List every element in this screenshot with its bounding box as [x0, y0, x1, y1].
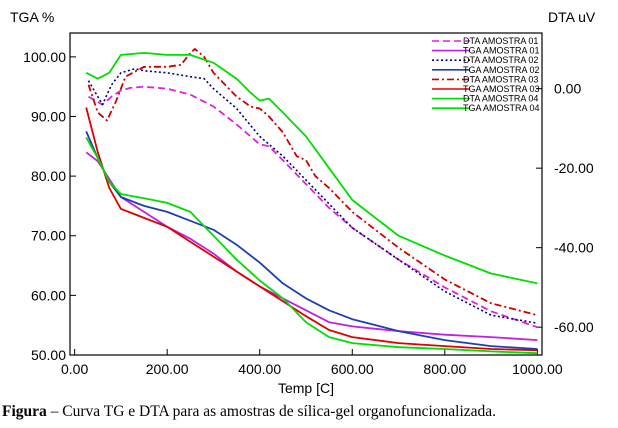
y-left-tick-label: 100.00 — [23, 49, 66, 65]
legend-label: TGA AMOSTRA 04 — [463, 103, 540, 113]
legend-label: DTA AMOSTRA 02 — [463, 55, 538, 65]
x-tick-label: 1000.00 — [512, 361, 563, 377]
plot-frame — [69, 32, 543, 356]
series-line-tga-amostra-04 — [85, 136, 538, 355]
y-left-axis-label: TGA % — [10, 9, 54, 25]
x-tick-label: 200.00 — [146, 361, 189, 377]
y-right-axis-label: DTA uV — [548, 9, 596, 25]
series-line-dta-amostra-04 — [85, 52, 538, 285]
x-tick-label: 800.00 — [423, 361, 466, 377]
series-line-tga-amostra-03 — [85, 107, 538, 352]
series-line-dta-amostra-03 — [87, 48, 538, 317]
x-tick-label: 400.00 — [238, 361, 281, 377]
legend-label: TGA AMOSTRA 03 — [463, 84, 540, 94]
y-right-tick-label: 0.00 — [554, 81, 581, 97]
legend-label: TGA AMOSTRA 01 — [463, 46, 540, 56]
legend-label: DTA AMOSTRA 04 — [463, 94, 538, 104]
series-line-tga-amostra-02 — [85, 131, 538, 350]
y-right-tick-label: -40.00 — [554, 240, 594, 256]
figure-caption: Figura – Curva TG e DTA para as amostras… — [0, 403, 618, 421]
tga-dta-chart: 0.00 200.00 400.00 600.00 800.00 1000.00 50.00… — [10, 9, 596, 396]
y-left-tick-label: 90.00 — [31, 108, 66, 124]
series-line-tga-amostra-01 — [85, 151, 538, 341]
y-right-tick-label: -20.00 — [554, 160, 594, 176]
x-tick-label: 600.00 — [331, 361, 374, 377]
legend-label: DTA AMOSTRA 03 — [463, 74, 538, 84]
series-line-dta-amostra-01 — [88, 85, 538, 329]
caption-label: Figura — [2, 403, 47, 420]
y-left-tick-label: 70.00 — [31, 228, 66, 244]
x-axis-label: Temp [C] — [278, 380, 334, 396]
x-tick-label: 0.00 — [61, 361, 88, 377]
y-left-tick-label: 50.00 — [31, 347, 66, 363]
series-line-dta-amostra-02 — [87, 68, 538, 324]
caption-text: – Curva TG e DTA para as amostras de síl… — [46, 403, 497, 420]
y-left-tick-label: 80.00 — [31, 168, 66, 184]
legend-label: TGA AMOSTRA 02 — [463, 65, 540, 75]
legend-label: DTA AMOSTRA 01 — [463, 36, 538, 46]
y-right-tick-label: -60.00 — [554, 319, 594, 335]
y-left-tick-label: 60.00 — [31, 287, 66, 303]
